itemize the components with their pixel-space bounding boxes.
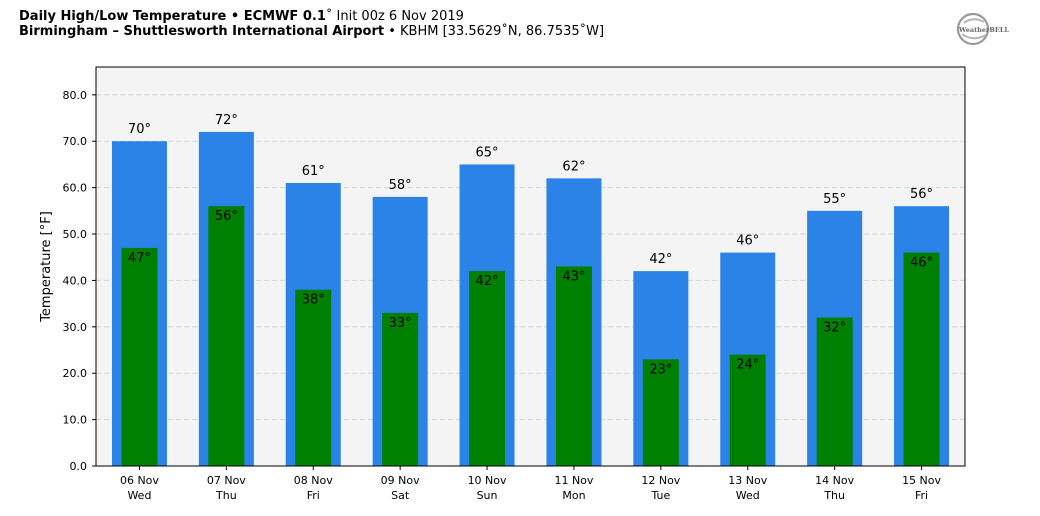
low-bar bbox=[469, 271, 506, 466]
low-bar bbox=[729, 354, 766, 466]
high-bar-label: 65° bbox=[476, 145, 499, 160]
high-bar-label: 58° bbox=[389, 178, 412, 193]
x-tick-label-date: 13 Nov bbox=[728, 474, 767, 487]
x-tick-label-date: 08 Nov bbox=[294, 474, 333, 487]
x-tick-label-day: Sun bbox=[477, 489, 498, 502]
low-bar-label: 56° bbox=[215, 209, 238, 224]
location-coords: • KBHM [33.5629˚N, 86.7535˚W] bbox=[384, 24, 605, 39]
x-tick-label-day: Fri bbox=[307, 489, 320, 502]
title-init: ˚ Init 00z 6 Nov 2019 bbox=[325, 9, 464, 24]
low-bar-label: 24° bbox=[736, 358, 759, 373]
plot-frame bbox=[95, 66, 966, 467]
x-tick-label-day: Fri bbox=[915, 489, 928, 502]
x-tick-label-date: 07 Nov bbox=[207, 474, 246, 487]
x-tick-label-date: 11 Nov bbox=[554, 474, 593, 487]
low-bar bbox=[382, 312, 419, 466]
high-bar-label: 42° bbox=[649, 252, 672, 267]
y-tick-label: 0.0 bbox=[70, 460, 88, 473]
high-bar-label: 72° bbox=[215, 113, 238, 128]
x-tick-label-day: Tue bbox=[650, 489, 670, 502]
x-tick-label-date: 14 Nov bbox=[815, 474, 854, 487]
y-tick-label: 30.0 bbox=[63, 321, 88, 334]
y-tick-label: 80.0 bbox=[63, 89, 88, 102]
low-bar bbox=[208, 206, 245, 467]
low-bar bbox=[903, 252, 940, 466]
chart-header: Daily High/Low Temperature • ECMWF 0.1˚ … bbox=[19, 9, 919, 39]
x-tick-label-day: Sat bbox=[391, 489, 410, 502]
high-bar-label: 46° bbox=[736, 234, 759, 249]
x-tick-label-date: 12 Nov bbox=[641, 474, 680, 487]
x-tick-label-day: Mon bbox=[562, 489, 585, 502]
x-tick-label-date: 09 Nov bbox=[381, 474, 420, 487]
x-tick-label-day: Wed bbox=[127, 489, 151, 502]
low-bar-label: 43° bbox=[562, 270, 585, 285]
low-bar bbox=[295, 289, 332, 466]
location-name: Birmingham – Shuttlesworth International… bbox=[19, 24, 385, 39]
x-tick-label-day: Thu bbox=[823, 489, 845, 502]
low-bar-label: 32° bbox=[823, 321, 846, 336]
high-bar-label: 55° bbox=[823, 192, 846, 207]
x-tick-label-date: 15 Nov bbox=[902, 474, 941, 487]
x-tick-label-day: Thu bbox=[215, 489, 237, 502]
y-axis-label: Temperature [°F] bbox=[39, 211, 54, 323]
y-tick-label: 40.0 bbox=[63, 274, 88, 287]
x-tick-label-date: 10 Nov bbox=[468, 474, 507, 487]
weatherbell-logo: WeatherBELL bbox=[956, 12, 1009, 46]
x-tick-label-day: Wed bbox=[736, 489, 760, 502]
low-bar-label: 33° bbox=[389, 316, 412, 331]
y-tick-label: 50.0 bbox=[63, 228, 88, 241]
low-bar bbox=[555, 266, 592, 466]
title-model: Daily High/Low Temperature • ECMWF 0.1 bbox=[19, 9, 326, 24]
y-tick-label: 60.0 bbox=[63, 182, 88, 195]
high-bar-label: 56° bbox=[910, 187, 933, 202]
low-bar-label: 47° bbox=[128, 251, 151, 266]
high-bar-label: 62° bbox=[562, 159, 585, 174]
y-tick-label: 20.0 bbox=[63, 367, 88, 380]
low-bar bbox=[816, 317, 853, 466]
low-bar-label: 23° bbox=[649, 362, 672, 377]
y-tick-label: 70.0 bbox=[63, 135, 88, 148]
high-bar-label: 61° bbox=[302, 164, 325, 179]
high-bar-label: 70° bbox=[128, 122, 151, 137]
low-bar bbox=[642, 359, 679, 466]
low-bar bbox=[121, 247, 158, 466]
chart-location: Birmingham – Shuttlesworth International… bbox=[19, 24, 919, 39]
x-tick-label-date: 06 Nov bbox=[120, 474, 159, 487]
logo-text: WeatherBELL bbox=[958, 26, 1009, 34]
y-tick-label: 10.0 bbox=[63, 414, 88, 427]
low-bar-label: 42° bbox=[476, 274, 499, 289]
chart-title: Daily High/Low Temperature • ECMWF 0.1˚ … bbox=[19, 9, 919, 24]
low-bar-label: 38° bbox=[302, 293, 325, 308]
low-bar-label: 46° bbox=[910, 256, 933, 271]
